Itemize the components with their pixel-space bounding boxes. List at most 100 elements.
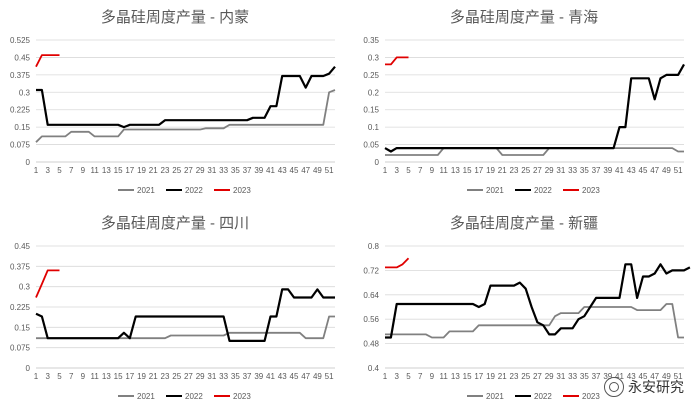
chart-inner-mongolia: 多晶硅周度产量 - 内蒙 0 0.075 0.15 0.225 0.3 0.375 0.45 0… (10, 9, 336, 195)
y-tick-label: 0 (26, 364, 31, 373)
watermark-text: 永安研究 (628, 379, 684, 395)
chart-panel-xinjiang: 多晶硅周度产量 - 新疆 0.4 0.48 0.56 0.64 0.72 0.8 1 3 5 7 9 1… (349, 206, 698, 411)
x-tick-label: 33 (568, 372, 577, 381)
x-tick-label: 23 (510, 372, 519, 381)
y-tick-label: 0.525 (10, 36, 31, 45)
x-tick-label: 15 (463, 166, 472, 175)
x-tick-label: 19 (486, 166, 495, 175)
x-tick-label: 15 (114, 166, 123, 175)
chart-sichuan: 多晶硅周度产量 - 四川 0 0.075 0.15 0.225 0.3 0.375 0.45 1… (10, 215, 335, 401)
x-tick-label: 15 (114, 372, 123, 381)
legend-label-2021: 2021 (486, 392, 504, 401)
series-line-2023 (385, 56, 409, 66)
x-tick-label: 21 (149, 372, 158, 381)
legend-label-2022: 2022 (534, 392, 552, 401)
x-tick-label: 13 (102, 166, 111, 175)
x-tick-label: 5 (57, 372, 62, 381)
y-tick-label: 0.375 (10, 71, 31, 80)
x-tick-label: 13 (102, 372, 111, 381)
y-tick-label: 0.15 (363, 106, 379, 115)
wechat-logo-icon (604, 377, 624, 397)
x-tick-label: 11 (439, 166, 448, 175)
x-tick-label: 3 (394, 372, 399, 381)
x-tick-label: 11 (90, 166, 99, 175)
x-tick-label: 43 (278, 372, 287, 381)
x-tick-label: 25 (172, 166, 181, 175)
y-tick-label: 0.72 (363, 266, 379, 275)
x-tick-label: 31 (556, 166, 565, 175)
x-tick-label: 49 (313, 166, 322, 175)
legend-label-2021: 2021 (137, 392, 155, 401)
x-tick-label: 31 (556, 372, 565, 381)
x-tick-label: 43 (627, 372, 636, 381)
x-tick-label: 29 (196, 372, 205, 381)
x-tick-label: 35 (580, 166, 589, 175)
series-line-2022 (384, 63, 685, 153)
x-tick-label: 1 (383, 372, 388, 381)
x-tick-label: 39 (603, 166, 612, 175)
x-tick-label: 11 (90, 372, 99, 381)
chart-title: 多晶硅周度产量 - 内蒙 (101, 9, 249, 26)
x-tick-label: 27 (533, 166, 542, 175)
chart-title: 多晶硅周度产量 - 青海 (450, 9, 598, 26)
x-tick-label: 49 (313, 372, 322, 381)
y-tick-label: 0.225 (10, 303, 31, 312)
chart-title: 多晶硅周度产量 - 四川 (101, 215, 249, 232)
x-tick-label: 45 (290, 166, 299, 175)
x-tick-label: 23 (161, 372, 170, 381)
x-tick-label: 21 (498, 166, 507, 175)
x-tick-label: 5 (406, 166, 411, 175)
y-tick-label: 0.1 (368, 123, 380, 132)
x-tick-label: 39 (254, 166, 263, 175)
x-tick-label: 45 (639, 372, 648, 381)
x-tick-label: 51 (325, 372, 334, 381)
x-tick-label: 11 (439, 372, 448, 381)
x-tick-label: 45 (639, 166, 648, 175)
x-tick-label: 47 (301, 166, 310, 175)
x-tick-label: 41 (615, 166, 624, 175)
legend-label-2021: 2021 (137, 186, 155, 195)
x-tick-label: 17 (474, 372, 483, 381)
series-line-2023 (385, 257, 410, 269)
x-tick-label: 33 (568, 166, 577, 175)
y-tick-label: 0.3 (368, 53, 380, 62)
y-tick-label: 0.05 (363, 141, 379, 150)
x-tick-label: 19 (486, 372, 495, 381)
x-tick-label: 9 (81, 166, 86, 175)
series-line-2023 (35, 269, 60, 298)
legend-label-2021: 2021 (486, 186, 504, 195)
x-tick-label: 7 (418, 166, 423, 175)
x-tick-label: 47 (650, 166, 659, 175)
x-tick-label: 41 (266, 166, 275, 175)
x-tick-label: 3 (45, 372, 50, 381)
legend-label-2022: 2022 (534, 186, 552, 195)
x-tick-label: 23 (161, 166, 170, 175)
legend-label-2023: 2023 (233, 186, 251, 195)
x-tick-label: 39 (254, 372, 263, 381)
series-line-2022 (35, 288, 335, 342)
legend-label-2023: 2023 (233, 392, 251, 401)
x-tick-label: 9 (81, 372, 86, 381)
x-tick-label: 31 (207, 166, 216, 175)
y-tick-label: 0.8 (368, 242, 380, 251)
x-tick-label: 49 (662, 166, 671, 175)
x-tick-label: 33 (219, 166, 228, 175)
x-tick-label: 37 (243, 372, 252, 381)
y-tick-label: 0.075 (10, 141, 31, 150)
x-tick-label: 17 (125, 166, 134, 175)
x-tick-label: 25 (521, 372, 530, 381)
legend-label-2022: 2022 (185, 186, 203, 195)
y-tick-label: 0.375 (10, 262, 31, 271)
x-tick-label: 29 (196, 166, 205, 175)
watermark: 永安研究 (604, 377, 684, 397)
x-tick-label: 25 (172, 372, 181, 381)
x-tick-label: 43 (627, 166, 636, 175)
x-tick-label: 21 (498, 372, 507, 381)
y-tick-label: 0.48 (363, 340, 379, 349)
legend-label-2023: 2023 (582, 186, 600, 195)
x-tick-label: 51 (674, 372, 683, 381)
x-tick-label: 5 (406, 372, 411, 381)
x-tick-label: 1 (34, 372, 39, 381)
y-tick-label: 0.45 (14, 53, 30, 62)
chart-xinjiang: 多晶硅周度产量 - 新疆0.40.480.560.640.720.81 3 5 7 9 1… (363, 215, 691, 401)
